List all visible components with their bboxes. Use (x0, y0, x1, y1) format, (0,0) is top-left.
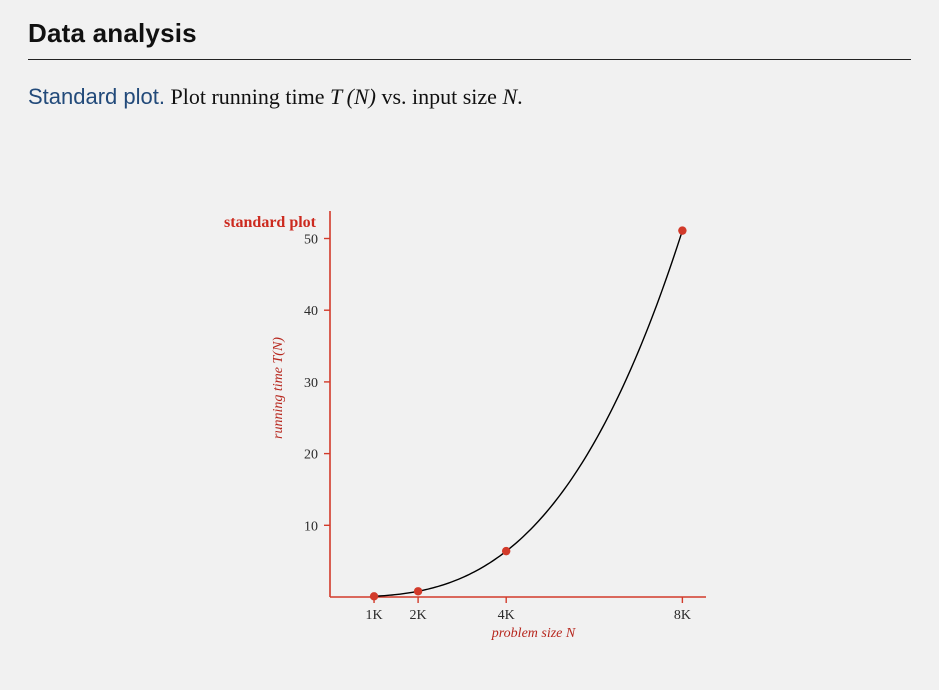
data-point (678, 226, 686, 234)
lead-math-1: T (N) (330, 84, 376, 109)
x-axis-label: problem size N (490, 626, 575, 641)
lead-sentence: Standard plot. Plot running time T (N) v… (28, 82, 911, 112)
header-rule (28, 59, 911, 60)
y-axis-label: running time T(N) (271, 336, 286, 438)
page-title: Data analysis (28, 18, 911, 49)
y-tick-label: 30 (304, 376, 318, 391)
data-point (369, 592, 377, 600)
lead-text-1: Plot running time (165, 84, 330, 109)
y-tick-label: 40 (304, 304, 318, 319)
lead-label: Standard plot. (28, 84, 165, 109)
y-tick-label: 10 (304, 519, 318, 534)
chart-title: standard plot (223, 214, 316, 231)
x-tick-label: 1K (365, 608, 382, 623)
lead-text-3: . (517, 84, 523, 109)
standard-plot-chart: 10 20 30 40 50 1K 2K 4K 8K standard plot running t… (190, 182, 750, 642)
y-tick-label: 20 (304, 447, 318, 462)
data-point (501, 547, 509, 555)
lead-math-2: N (502, 84, 517, 109)
x-tick-label: 2K (409, 608, 426, 623)
x-tick-label: 4K (497, 608, 514, 623)
y-tick-label: 50 (304, 232, 318, 247)
lead-text-2: vs. input size (376, 84, 503, 109)
curve (374, 230, 682, 596)
data-point (413, 587, 421, 595)
x-tick-label: 8K (673, 608, 690, 623)
